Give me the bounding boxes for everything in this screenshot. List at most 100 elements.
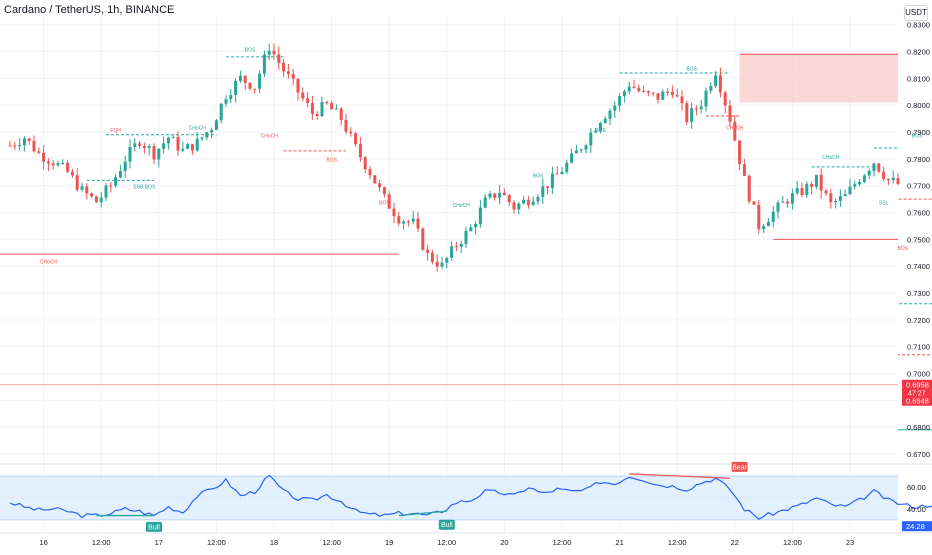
candle-body: [536, 196, 540, 202]
candle-body: [421, 228, 425, 250]
candle-body: [349, 131, 353, 134]
time-tick-label: 12:00: [437, 538, 456, 547]
candle-body: [560, 171, 564, 175]
candle-body: [114, 177, 118, 186]
candle-body: [627, 86, 631, 92]
candle-body: [819, 174, 823, 191]
candle-body: [517, 203, 521, 210]
candle-body: [176, 137, 180, 151]
candle-body: [118, 170, 122, 178]
price-tick-label: 0.8300: [907, 21, 930, 30]
rsi-signal-label: Bear: [732, 464, 747, 471]
candle-body: [224, 99, 228, 104]
candle-body: [810, 183, 814, 187]
structure-label: BOS: [533, 174, 544, 180]
currency-badge[interactable]: USDT: [904, 5, 928, 21]
candle-body: [488, 193, 492, 198]
candle-body: [325, 101, 329, 104]
candle-body: [579, 149, 583, 151]
candle-body: [291, 74, 295, 79]
candle-body: [286, 71, 290, 75]
candle-body: [363, 157, 367, 170]
candle-body: [790, 193, 794, 204]
candle-body: [70, 171, 74, 176]
candle-body: [776, 202, 780, 212]
structure-annotations: FQH CHoCH ESB BOS BOS CHoCH BOS BOS CHoCH BOS BOS…: [0, 48, 923, 386]
candle-body: [666, 91, 670, 93]
candle-body: [834, 201, 838, 203]
time-tick-label: 16: [39, 538, 47, 547]
candle-body: [594, 130, 598, 133]
rsi-tick-label: 40.00: [907, 505, 926, 514]
time-tick-label: 23: [846, 538, 854, 547]
candle-body: [258, 73, 262, 89]
candle-body: [267, 50, 271, 55]
candle-body: [786, 201, 790, 204]
candle-body: [109, 185, 113, 187]
structure-label: CHoCH: [40, 259, 58, 265]
candle-body: [234, 80, 238, 96]
time-tick-label: 20: [500, 538, 508, 547]
candle-body: [200, 137, 204, 139]
candle-body: [800, 188, 804, 195]
candle-body: [550, 173, 554, 188]
low-price-label: 0.6948: [906, 397, 929, 406]
candle-body: [723, 92, 727, 106]
candle-body: [272, 50, 276, 55]
candle-body: [483, 197, 487, 208]
price-tick-label: 0.8200: [907, 48, 930, 57]
candle-body: [128, 146, 132, 162]
rsi-line: [9, 474, 932, 520]
candle-body: [498, 192, 502, 198]
candle-body: [435, 261, 439, 267]
candle-body: [584, 145, 588, 150]
rsi-tick-label: 60.00: [907, 483, 926, 492]
candle-body: [378, 183, 382, 188]
rsi-signal-label: Bull: [148, 524, 160, 531]
candle-body: [459, 243, 463, 247]
candle-body: [747, 175, 751, 202]
candle-body: [570, 153, 574, 163]
structure-label: BOS: [686, 66, 697, 72]
candle-body: [656, 93, 660, 100]
candle-body: [814, 174, 818, 187]
candle-body: [282, 62, 286, 72]
candle-body: [752, 201, 756, 205]
candle-body: [762, 226, 766, 230]
candle-body: [718, 75, 722, 93]
candle-body: [440, 262, 444, 267]
price-candles: [8, 43, 900, 272]
candle-body: [882, 171, 886, 179]
candle-body: [229, 95, 233, 100]
candle-body: [603, 118, 607, 123]
structure-label: BOS: [595, 128, 606, 134]
candle-body: [565, 162, 569, 172]
structure-label: CHoCH: [261, 133, 279, 139]
candle-body: [406, 221, 410, 223]
candle-body: [162, 143, 166, 149]
price-tick-label: 0.6800: [907, 423, 930, 432]
candle-body: [301, 92, 305, 99]
candle-body: [838, 196, 842, 202]
candle-body: [8, 145, 12, 147]
candle-body: [373, 175, 377, 184]
structure-label: CHoCH: [822, 155, 840, 161]
candle-body: [478, 207, 482, 224]
candle-body: [416, 218, 420, 229]
structure-label: BOS: [898, 246, 909, 252]
candle-body: [738, 140, 742, 165]
structure-label: CHoCH: [726, 125, 744, 131]
price-tick-label: 0.7200: [907, 316, 930, 325]
candle-body: [66, 162, 70, 172]
time-tick-label: 19: [385, 538, 393, 547]
candle-body: [843, 194, 847, 197]
price-tick-label: 0.7800: [907, 155, 930, 164]
candle-body: [848, 186, 852, 195]
candle-body: [142, 145, 146, 148]
candle-body: [469, 227, 473, 232]
current-price-label: 0.6958: [906, 381, 929, 390]
structure-label: FQH: [110, 128, 121, 134]
divergence-line: [629, 473, 731, 479]
candle-body: [397, 216, 401, 224]
